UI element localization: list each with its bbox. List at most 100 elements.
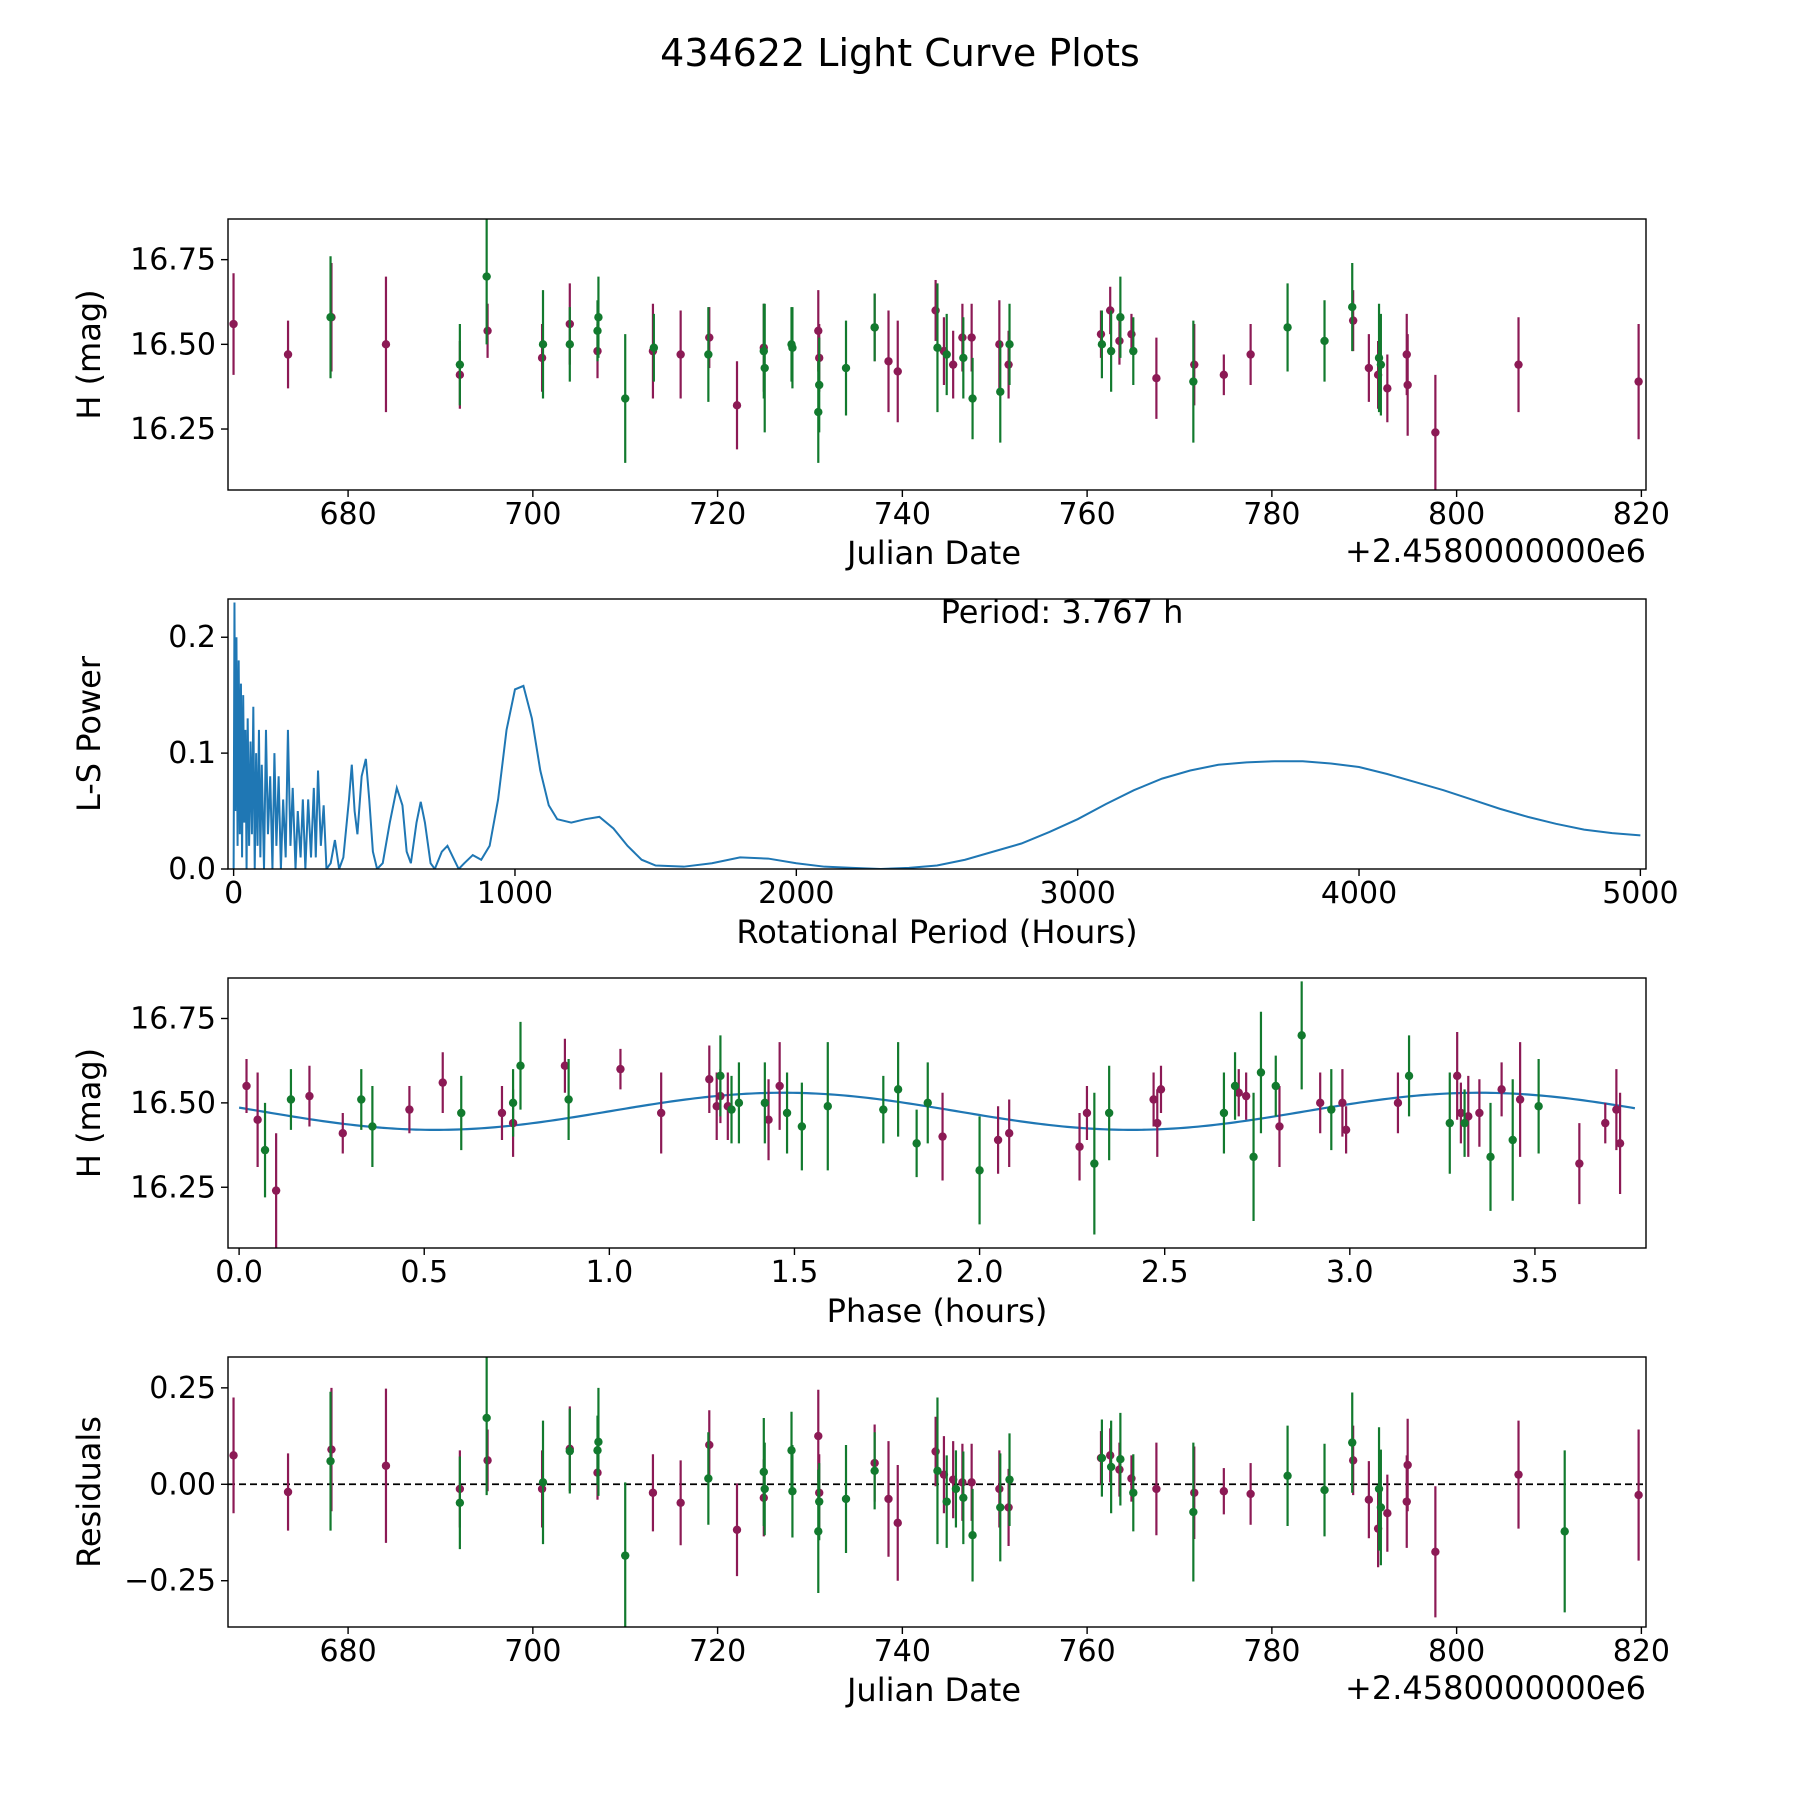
lightcurve-axes-frame [227,218,1647,491]
data-point [1116,1455,1125,1464]
data-point [1246,350,1255,359]
data-point [815,380,824,390]
data-point [621,394,630,403]
data-point [1005,1475,1014,1484]
data-point [870,1466,879,1475]
data-point [648,1488,658,1497]
data-point [712,1102,721,1111]
data-point [565,340,574,349]
data-point [457,1108,466,1118]
data-point [884,1494,893,1504]
x-tick-label: 0.0 [215,1255,263,1290]
y-axis-label: H (mag) [70,289,108,419]
data-point [1475,1108,1484,1118]
data-point [1497,1085,1506,1094]
data-point [1575,1159,1584,1168]
data-point [967,333,976,342]
data-point [975,1166,984,1175]
x-axis-label: Phase (hours) [827,1292,1048,1330]
data-point [1189,1507,1198,1517]
data-point [1634,377,1643,386]
x-tick-label: 740 [874,1634,931,1669]
x-tick-label: 4000 [1321,876,1397,911]
data-point [1106,306,1115,315]
data-point [538,1478,548,1487]
data-point [497,1108,507,1118]
y-axis-label: L-S Power [70,655,108,812]
residuals-panel: 680 700 720 740 760 780 800 820 −0.25 0.00 0.25 Jul… [70,1356,1670,1709]
data-point [1297,1031,1306,1040]
data-point [732,401,742,410]
data-point [594,1437,603,1447]
x-tick-label: 680 [319,497,376,532]
data-point [1327,1105,1336,1114]
data-point [815,1497,824,1506]
data-point [1560,1527,1569,1536]
data-point [1230,1081,1240,1091]
data-point [1534,1102,1543,1111]
data-point [1075,1142,1084,1151]
data-point [326,1456,335,1466]
residuals-axes-frame [227,1356,1647,1628]
x-axis-label: Rotational Period (Hours) [736,913,1137,951]
data-point [1393,1098,1403,1108]
data-point [305,1091,314,1101]
residuals-plot-area [228,1357,1646,1627]
data-point [788,1487,797,1496]
data-point [1106,1462,1116,1472]
data-point [760,1098,770,1108]
data-point [676,350,685,359]
data-point [1097,1453,1107,1463]
x-tick-label: 760 [1058,1634,1115,1669]
data-point [760,363,769,373]
data-point [326,313,335,322]
data-point [1005,340,1014,349]
data-point [1219,370,1229,380]
data-point [1219,1487,1229,1496]
data-point [993,1135,1003,1145]
data-point [1283,1471,1292,1481]
data-point [1403,1460,1412,1470]
data-point [616,1064,625,1074]
data-point [560,1061,570,1070]
data-point [942,1497,951,1506]
data-point [271,1186,281,1195]
data-point [1338,1098,1347,1108]
y-tick-label: 16.75 [130,243,216,278]
data-point [1341,1125,1351,1135]
data-point [1219,1108,1229,1118]
data-point [1116,313,1125,322]
data-point [229,319,238,329]
x-tick-label: 3.5 [1511,1255,1559,1290]
data-point [1097,340,1107,349]
data-point [1004,1129,1014,1138]
periodogram-panel: 0 1000 2000 3000 4000 5000 0.0 0.1 0.2 Rotational… [70,593,1679,951]
x-axis-label: Julian Date [845,534,1021,572]
data-point [996,1503,1005,1512]
data-point [893,1518,902,1528]
data-point [782,1108,792,1118]
x-tick-label: 3000 [1039,876,1115,911]
y-tick-label: 0.25 [149,1371,216,1406]
y-tick-label: 0.0 [168,852,216,887]
data-point [1320,336,1329,346]
data-point [1082,1108,1092,1118]
data-point [1315,1098,1325,1108]
data-point [841,363,851,373]
data-point [893,367,902,376]
data-point [1271,1081,1280,1091]
y-tick-label: 16.25 [130,1170,216,1205]
data-point [705,1075,714,1084]
periodogram-axes-frame [227,598,1647,870]
data-point [1246,1489,1255,1499]
x-tick-label: 1.5 [771,1255,819,1290]
data-point [1383,384,1392,393]
periodogram-line [232,602,1641,869]
data-point [538,340,548,349]
data-point [1615,1139,1625,1148]
y-tick-label: 16.50 [130,1086,216,1121]
data-point [912,1139,921,1148]
x-tick-label: 2.0 [956,1255,1004,1290]
data-point [923,1098,932,1108]
data-point [286,1095,296,1104]
